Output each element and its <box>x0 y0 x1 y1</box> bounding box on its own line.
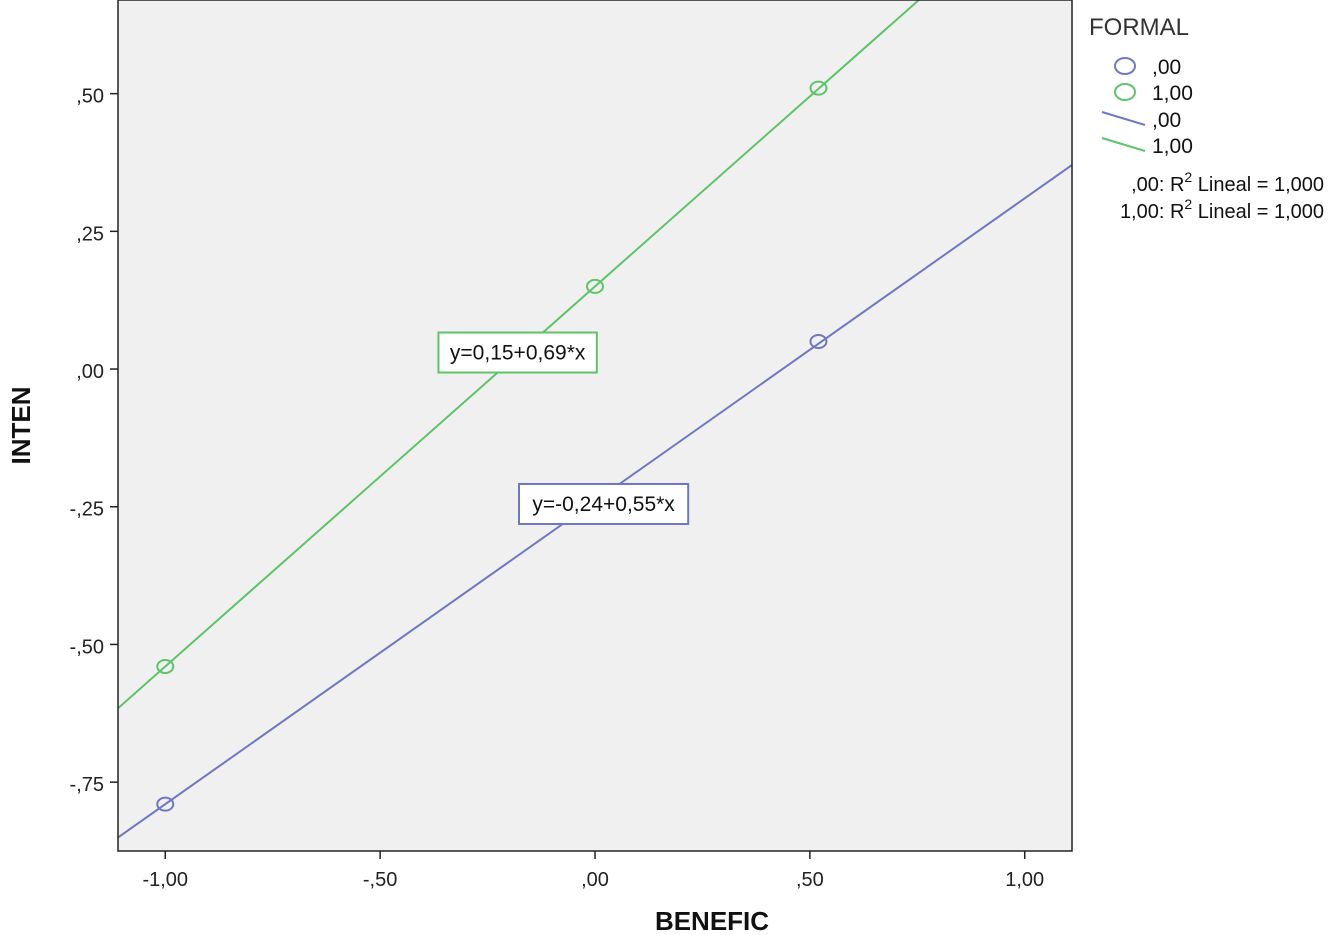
legend-line-label-0: ,00 <box>1152 109 1181 132</box>
equation-box-1 <box>437 331 598 374</box>
fit-line-1 <box>118 0 921 710</box>
equation-label-1: y=0,15+0,69*x <box>437 331 598 374</box>
r2-note-sup-1: 2 <box>1184 196 1192 212</box>
r2-note-0: ,00: R2 Lineal = 1,000 <box>1131 169 1324 196</box>
equation-label-0: y=-0,24+0,55*x <box>517 482 690 525</box>
equation-text-0: y=-0,24+0,55*x <box>532 493 675 516</box>
x-axis-title: BENEFIC <box>655 906 769 935</box>
x-tick-label-3: ,50 <box>796 869 824 891</box>
axes-layer: -1,00 -,50 ,00 ,50 1,00 ,50 ,25 ,00 -,25 -,50 -,75… <box>6 0 1073 935</box>
r2-note-1: 1,00: R2 Lineal = 1,000 <box>1120 196 1324 223</box>
legend-line-label-1: 1,00 <box>1152 135 1193 158</box>
y-tick-label-2: ,00 <box>76 361 104 383</box>
y-axis-title: INTEN <box>6 387 36 465</box>
r2-note-prefix-0: ,00: R <box>1131 174 1184 196</box>
legend-marker-label-0: ,00 <box>1152 56 1181 79</box>
data-point-1-2 <box>809 80 828 96</box>
legend-line-0 <box>1101 111 1146 126</box>
y-tick-label-5: -,75 <box>70 774 104 796</box>
plot-background <box>118 0 1072 851</box>
y-tick-label-1: ,25 <box>76 223 104 245</box>
data-point-0-0 <box>156 796 175 812</box>
equation-text-1: y=0,15+0,69*x <box>450 342 586 365</box>
equation-box-0 <box>517 482 690 525</box>
plot-layer: y=-0,24+0,55*x y=0,15+0,69*x <box>118 0 1072 851</box>
legend-marker-0 <box>1114 57 1136 75</box>
data-point-1-0 <box>156 658 175 674</box>
x-tick-label-2: ,00 <box>581 869 609 891</box>
y-tick-label-0: ,50 <box>76 86 104 108</box>
legend-marker-label-1: 1,00 <box>1152 82 1193 105</box>
r2-note-prefix-1: 1,00: R <box>1120 201 1184 223</box>
x-tick-label-4: 1,00 <box>1005 869 1044 891</box>
data-point-1-1 <box>586 278 604 294</box>
legend-marker-1 <box>1114 83 1136 101</box>
x-tick-label-0: -1,00 <box>142 869 188 891</box>
legend: FORMAL ,00 1,00 ,00 1,00 ,00: R2 Lineal = 1,0… <box>1089 14 1324 223</box>
y-tick-label-3: -,25 <box>70 499 104 521</box>
legend-line-1 <box>1101 137 1146 152</box>
data-point-0-1 <box>809 334 828 350</box>
r2-note-sup-0: 2 <box>1184 169 1192 185</box>
y-tick-label-4: -,50 <box>70 636 104 658</box>
r2-note-suffix-0: Lineal = 1,000 <box>1192 174 1324 196</box>
x-tick-label-1: -,50 <box>363 869 397 891</box>
r2-note-suffix-1: Lineal = 1,000 <box>1192 201 1324 223</box>
legend-title: FORMAL <box>1089 14 1189 41</box>
